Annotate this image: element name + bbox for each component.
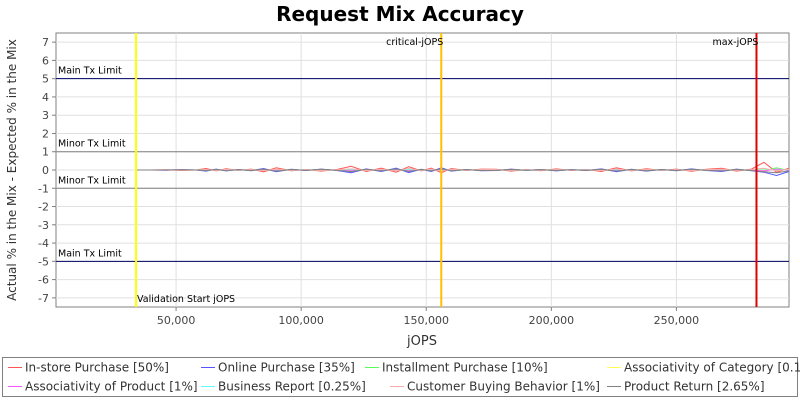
legend-swatch xyxy=(607,386,621,387)
x-axis-label: jOPS xyxy=(406,334,437,349)
x-tick-label: 50,000 xyxy=(157,314,196,327)
legend-item: Business Report [0.25%] xyxy=(201,378,366,394)
marker-label: critical-jOPS xyxy=(386,37,443,48)
y-tick-label: -7 xyxy=(38,292,49,305)
legend-item: Installment Purchase [10%] xyxy=(365,359,548,375)
legend-label: Associativity of Product [1%] xyxy=(25,379,198,394)
legend-item: Customer Buying Behavior [1%] xyxy=(390,378,600,394)
legend-swatch xyxy=(201,386,215,387)
y-tick-label: 4 xyxy=(42,91,49,104)
x-tick-label: 250,000 xyxy=(654,314,700,327)
legend-item: Associativity of Product [1%] xyxy=(8,378,198,394)
legend-label: Associativity of Category [0.1%] xyxy=(624,360,800,375)
x-tick-label: 100,000 xyxy=(278,314,324,327)
legend-label: Customer Buying Behavior [1%] xyxy=(407,379,600,394)
x-tick-label: 150,000 xyxy=(404,314,450,327)
limit-lines: Main Tx Limit Minor Tx Limit Minor Tx Limi… xyxy=(56,66,789,262)
legend-swatch xyxy=(390,386,404,387)
limit-line-label: Minor Tx Limit xyxy=(58,175,126,186)
axis-layer: -7 -6 -5 -4 -3 -2 -1 0 1 2 3 4 5 6 7 50,000 100,000 150,0… xyxy=(38,36,699,327)
y-tick-label: 1 xyxy=(42,146,49,159)
limit-line-label: Main Tx Limit xyxy=(58,248,122,259)
legend-label: Product Return [2.65%] xyxy=(624,379,765,394)
legend-item: Product Return [2.65%] xyxy=(607,378,765,394)
y-tick-label: -4 xyxy=(38,237,49,250)
legend-swatch xyxy=(8,367,22,368)
legend-swatch xyxy=(201,367,215,368)
legend-item: Online Purchase [35%] xyxy=(201,359,355,375)
limit-line-label: Main Tx Limit xyxy=(58,66,122,77)
marker-label: Validation Start jOPS xyxy=(137,294,235,305)
x-tick-label: 200,000 xyxy=(529,314,575,327)
y-tick-label: -5 xyxy=(38,255,49,268)
legend-swatch xyxy=(365,367,379,368)
legend-label: Business Report [0.25%] xyxy=(218,379,366,394)
y-tick-label: 0 xyxy=(42,164,49,177)
series-layer xyxy=(136,161,790,177)
marker-lines: Validation Start jOPS critical-jOPS max-jO… xyxy=(135,33,758,307)
y-tick-label: -1 xyxy=(38,182,49,195)
y-tick-label: 6 xyxy=(42,54,49,67)
y-tick-label: 2 xyxy=(42,127,49,140)
legend-label: In-store Purchase [50%] xyxy=(25,360,169,375)
legend-swatch xyxy=(8,386,22,387)
marker-label: max-jOPS xyxy=(712,37,758,48)
y-tick-label: -3 xyxy=(38,219,49,232)
limit-line-label: Minor Tx Limit xyxy=(58,139,126,150)
series-line-7 xyxy=(136,168,790,174)
y-tick-label: -2 xyxy=(38,201,49,214)
chart-legend: In-store Purchase [50%] Online Purchase [… xyxy=(2,357,800,397)
y-axis-label: Actual % in the Mix - Expected % in the … xyxy=(5,39,19,301)
y-tick-label: -6 xyxy=(38,274,49,287)
legend-label: Installment Purchase [10%] xyxy=(382,360,548,375)
legend-item: In-store Purchase [50%] xyxy=(8,359,169,375)
y-tick-label: 3 xyxy=(42,109,49,122)
legend-item: Associativity of Category [0.1%] xyxy=(607,359,800,375)
y-tick-label: 7 xyxy=(42,36,49,49)
chart-title: Request Mix Accuracy xyxy=(276,2,524,26)
legend-label: Online Purchase [35%] xyxy=(218,360,355,375)
y-tick-label: 5 xyxy=(42,73,49,86)
legend-swatch xyxy=(607,367,621,368)
